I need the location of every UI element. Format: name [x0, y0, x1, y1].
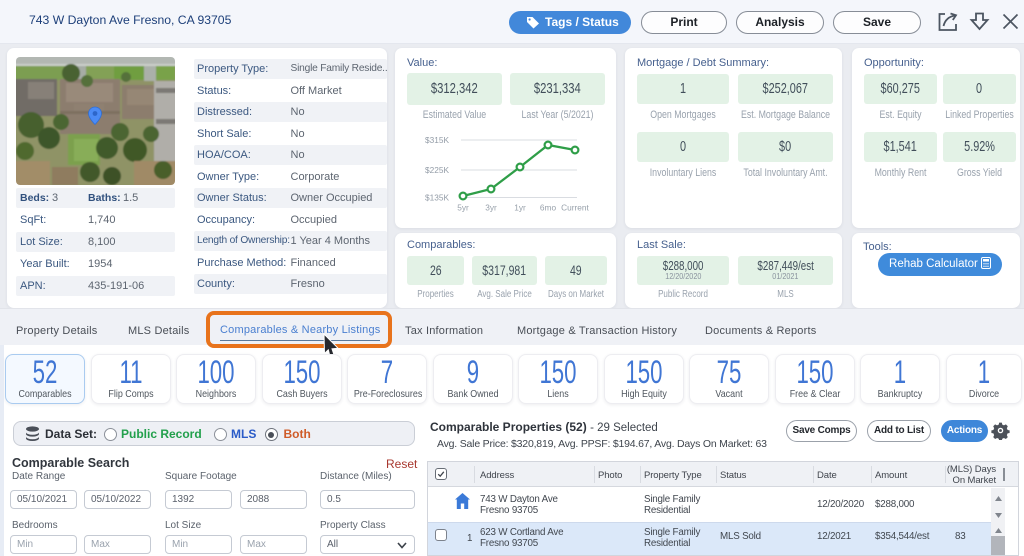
svg-text:6mo: 6mo	[540, 203, 557, 213]
svg-text:$135K: $135K	[425, 193, 449, 203]
svg-text:$225K: $225K	[425, 165, 449, 175]
svg-text:$315K: $315K	[425, 135, 449, 145]
svg-text:3yr: 3yr	[485, 203, 497, 213]
svg-text:Current: Current	[561, 203, 589, 213]
svg-text:5yr: 5yr	[457, 203, 469, 213]
svg-text:1yr: 1yr	[514, 203, 526, 213]
